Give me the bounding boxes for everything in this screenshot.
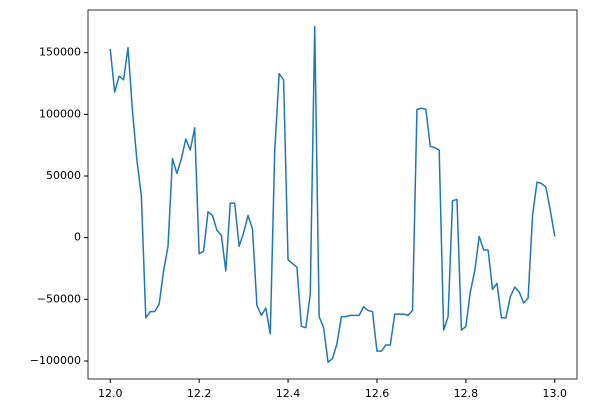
y-tick-label: 150000 xyxy=(39,46,81,59)
y-tick-label: 50000 xyxy=(46,169,81,182)
x-tick-label: 12.8 xyxy=(454,387,479,400)
x-tick-label: 12.2 xyxy=(187,387,212,400)
line xyxy=(109,26,556,363)
y-tick-label: 100000 xyxy=(39,107,81,120)
y-tick-label: −100000 xyxy=(30,354,81,367)
x-tick-label: 12.6 xyxy=(365,387,390,400)
y-tick-label: 0 xyxy=(74,231,81,244)
x-tick-label: 12.4 xyxy=(276,387,301,400)
x-tick-label: 13.0 xyxy=(543,387,568,400)
plot-frame xyxy=(87,9,578,380)
y-tick-label: −50000 xyxy=(37,292,81,305)
x-tick-label: 12.0 xyxy=(98,387,123,400)
